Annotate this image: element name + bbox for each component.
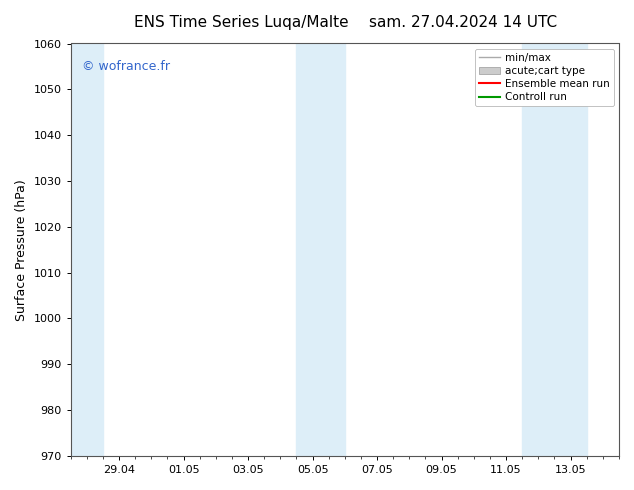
Legend: min/max, acute;cart type, Ensemble mean run, Controll run: min/max, acute;cart type, Ensemble mean … <box>475 49 614 106</box>
Text: sam. 27.04.2024 14 UTC: sam. 27.04.2024 14 UTC <box>369 15 557 30</box>
Y-axis label: Surface Pressure (hPa): Surface Pressure (hPa) <box>15 179 28 320</box>
Text: © wofrance.fr: © wofrance.fr <box>82 60 170 73</box>
Bar <box>522 44 586 456</box>
Bar <box>297 44 345 456</box>
Text: ENS Time Series Luqa/Malte: ENS Time Series Luqa/Malte <box>134 15 348 30</box>
Bar <box>71 44 103 456</box>
